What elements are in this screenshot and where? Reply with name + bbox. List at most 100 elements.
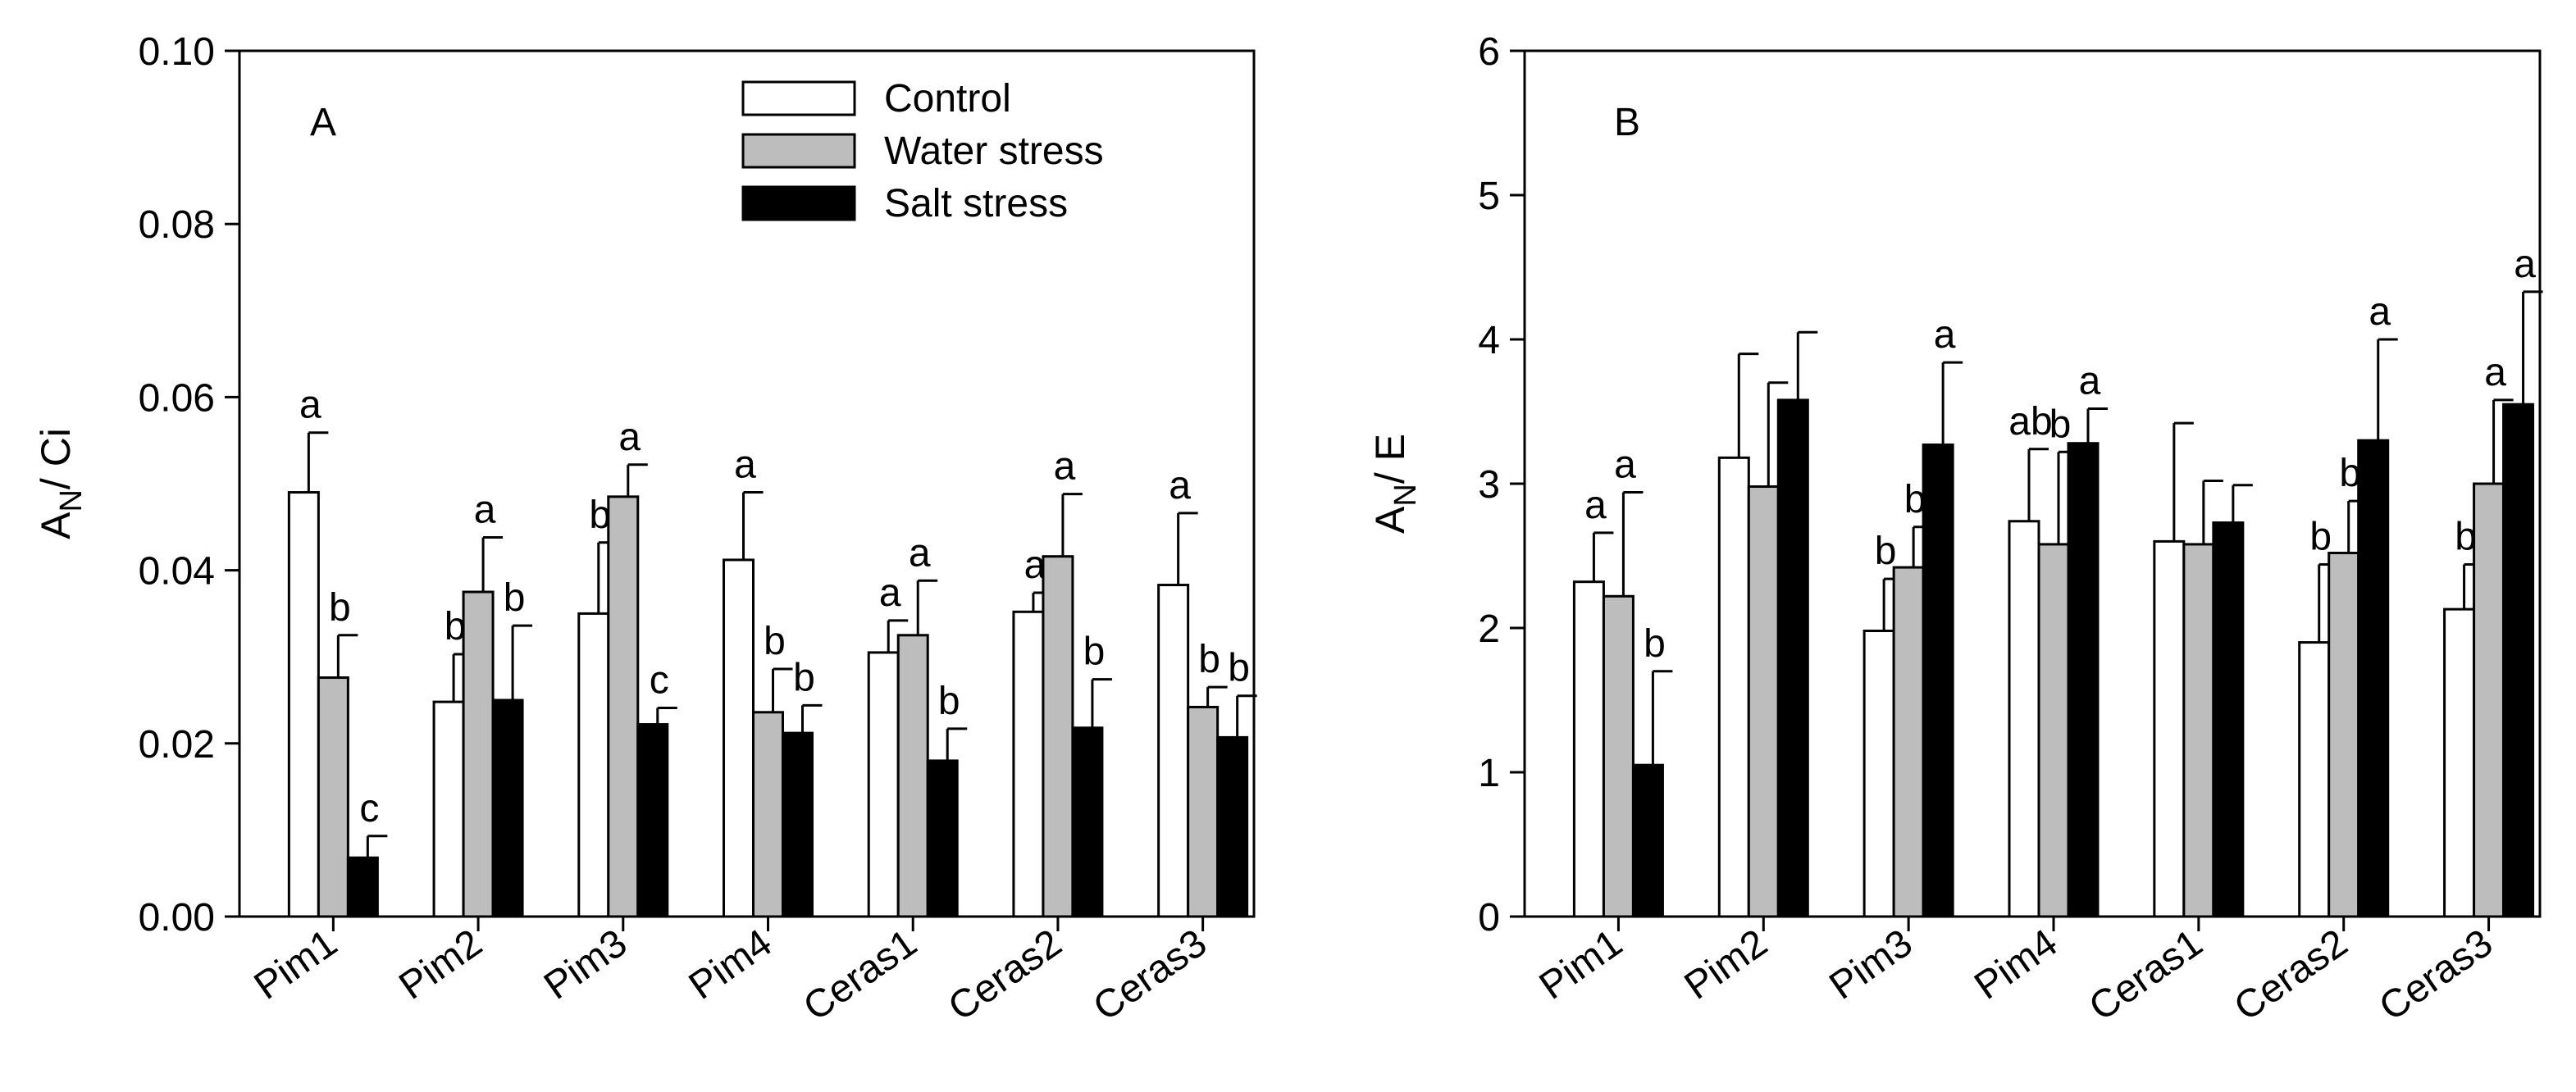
y-tick-label: 0 [1478, 896, 1500, 940]
bar-water-stress [2182, 543, 2215, 918]
y-tick-label: 0.06 [139, 376, 215, 420]
bar-salt-stress [2357, 439, 2390, 918]
bar-control [723, 558, 755, 918]
y-tick-label: 0.04 [139, 550, 215, 594]
bar-salt-stress [1922, 443, 1954, 918]
bar-control [867, 651, 900, 918]
x-tick-label: Ceras1 [2081, 921, 2210, 1030]
y-tick-label: 1 [1478, 752, 1500, 795]
bar-water-stress [1892, 566, 1925, 918]
y-axis-label-rest: / Ci [33, 428, 79, 489]
legend-swatch [741, 133, 856, 169]
x-tick-label: Pim1 [1532, 921, 1630, 1008]
bar-water-stress [2328, 551, 2360, 918]
x-tick-label: Ceras2 [2227, 921, 2355, 1030]
bar-control [1572, 580, 1605, 918]
significance-letter: b [764, 620, 786, 663]
significance-letter: b [1198, 638, 1220, 681]
x-tick-label: Pim1 [247, 921, 345, 1008]
bar-water-stress [317, 676, 349, 918]
panel-label: A [310, 101, 336, 144]
significance-letter: a [1614, 444, 1636, 487]
y-tick-label: 0.10 [139, 30, 215, 74]
y-tick-label: 6 [1478, 30, 1500, 74]
bar-salt-stress [1071, 726, 1104, 918]
panel-label: B [1614, 101, 1640, 144]
y-tick-label: 5 [1478, 175, 1500, 218]
y-tick-label: 3 [1478, 463, 1500, 507]
y-tick-label: 2 [1478, 607, 1500, 651]
bar-control [1157, 584, 1190, 918]
x-tick-label: Ceras1 [796, 921, 924, 1030]
bar-salt-stress [1631, 763, 1664, 918]
bar-salt-stress [491, 698, 524, 918]
y-axis-label-main: A [1367, 506, 1413, 534]
bar-control [1717, 456, 1750, 918]
significance-letter: b [329, 586, 351, 630]
significance-letter: b [1875, 530, 1897, 573]
x-tick-label: Pim4 [1967, 921, 2065, 1008]
significance-letter: a [1584, 484, 1607, 527]
significance-letter: b [2309, 516, 2332, 559]
significance-letter: c [650, 659, 669, 703]
bar-water-stress [2037, 543, 2070, 918]
bar-water-stress [1042, 555, 1074, 918]
significance-letter: b [1083, 630, 1106, 674]
significance-letter: c [359, 787, 379, 830]
x-tick-label: Ceras3 [2372, 921, 2501, 1030]
bar-control [2298, 641, 2331, 918]
legend-label: Control [884, 77, 1011, 121]
x-tick-label: Pim3 [536, 921, 635, 1008]
significance-letter: b [793, 656, 815, 699]
bar-water-stress [1602, 594, 1635, 918]
significance-letter: a [909, 531, 931, 575]
significance-letter: ab [2008, 400, 2052, 444]
bar-water-stress [607, 495, 640, 918]
significance-letter: a [1169, 464, 1191, 507]
significance-letter: a [1054, 445, 1076, 489]
bar-water-stress [896, 634, 929, 918]
significance-letter: a [2484, 351, 2506, 394]
significance-letter: b [1228, 647, 1250, 690]
y-tick-label: 0.02 [139, 723, 215, 767]
bar-control [2443, 607, 2476, 918]
bar-salt-stress [2212, 521, 2245, 918]
bar-salt-stress [2502, 403, 2535, 918]
bar-water-stress [752, 711, 784, 918]
bar-water-stress [1747, 485, 1780, 918]
bar-control [577, 612, 610, 918]
y-tick-label: 4 [1478, 319, 1500, 362]
bar-water-stress [462, 590, 495, 918]
significance-letter: a [2079, 359, 2101, 403]
bar-salt-stress [346, 856, 379, 918]
y-tick-label: 0.00 [139, 896, 215, 940]
bar-control [1012, 610, 1045, 918]
legend-swatch [741, 185, 856, 221]
bar-water-stress [1187, 705, 1220, 918]
y-axis-label: AN/ Ci [33, 428, 89, 539]
bar-control [2008, 520, 2040, 918]
significance-letter: a [474, 488, 496, 531]
significance-letter: a [879, 571, 901, 615]
bar-control [1862, 630, 1895, 918]
x-tick-label: Ceras2 [941, 921, 1069, 1030]
bar-salt-stress [636, 723, 669, 918]
y-axis-label: AN/ E [1367, 434, 1423, 534]
x-tick-label: Ceras3 [1086, 921, 1215, 1030]
bar-salt-stress [926, 759, 959, 918]
legend-label: Salt stress [884, 182, 1068, 225]
significance-letter: a [299, 384, 321, 427]
significance-letter: a [2369, 290, 2391, 334]
significance-letter: a [734, 444, 756, 487]
bar-salt-stress [782, 731, 814, 918]
chart-panel-a: 0.00 0.02 0.04 0.06 0.08 0.10 Pim1 a b c Pim2 b a b Pi… [33, 30, 1257, 1030]
significance-letter: b [504, 576, 526, 620]
significance-letter: b [938, 680, 960, 723]
significance-letter: a [618, 416, 641, 459]
y-axis-label-subscript: N [54, 489, 89, 512]
x-tick-label: Pim2 [1677, 921, 1776, 1008]
bar-salt-stress [1776, 398, 1809, 918]
y-tick-label: 0.08 [139, 203, 215, 247]
